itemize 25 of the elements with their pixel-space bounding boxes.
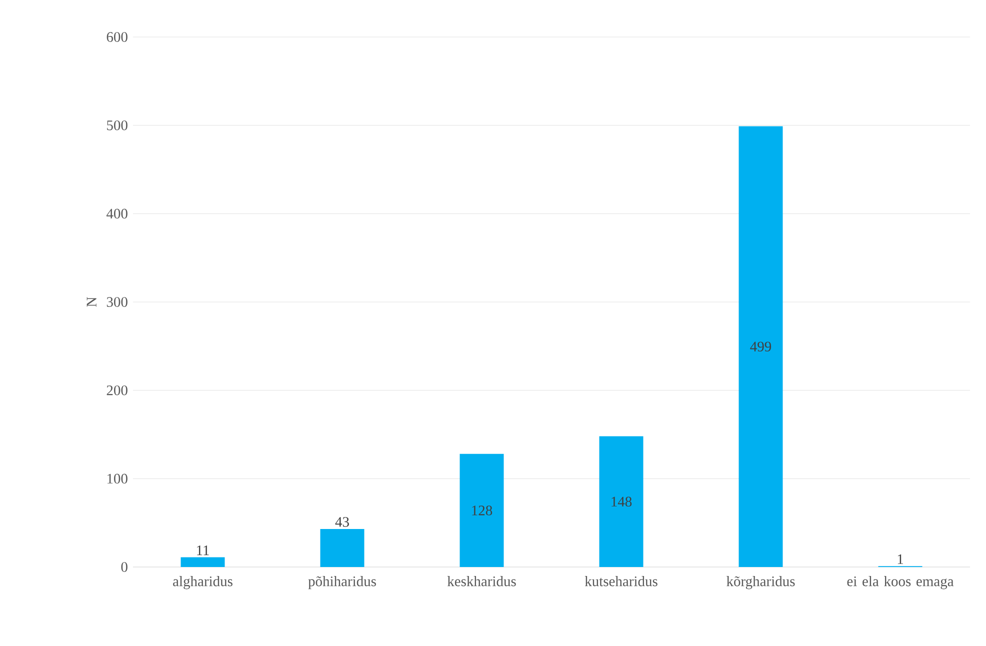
x-tick-label: põhiharidus: [308, 576, 376, 590]
x-tick-label: keskharidus: [447, 576, 516, 586]
y-tick-label: 400: [106, 208, 128, 219]
y-tick-label: 100: [108, 474, 128, 484]
x-tick-label: kõrgharidus: [726, 576, 795, 590]
y-axis-title: N: [86, 297, 96, 307]
x-tick-label: ei ela koos emaga: [847, 576, 954, 590]
data-label: 128: [472, 506, 492, 516]
y-tick-label: 0: [121, 562, 128, 572]
bar: [180, 557, 225, 567]
y-tick-label: 200: [106, 385, 128, 396]
bar: [460, 454, 504, 567]
bar: [738, 126, 783, 567]
bar: [599, 436, 644, 567]
bar: [320, 529, 364, 567]
y-tick-label: 500: [107, 120, 128, 130]
y-tick-label: 300: [106, 297, 128, 307]
data-label: 11: [197, 546, 209, 556]
data-label: 499: [750, 342, 772, 352]
data-label: 1: [898, 554, 904, 564]
data-label: 43: [335, 517, 349, 527]
data-label: 148: [612, 496, 632, 507]
x-tick-label: kutseharidus: [584, 576, 658, 586]
x-tick-label: algharidus: [173, 576, 232, 590]
y-tick-label: 600: [106, 32, 128, 42]
